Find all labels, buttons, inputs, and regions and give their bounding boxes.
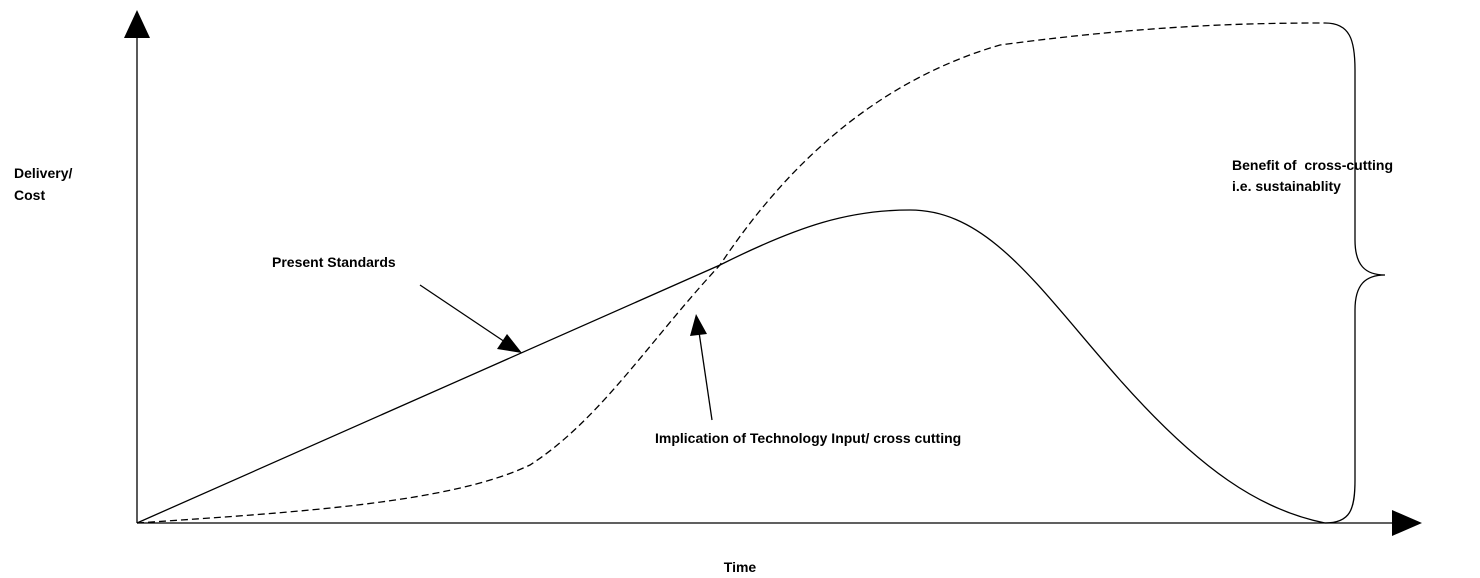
brace <box>1324 22 1386 524</box>
pointer-arrow <box>419 284 506 343</box>
technology-curve <box>136 22 1326 524</box>
x-axis-label: Time <box>724 559 757 575</box>
y-axis-label: Delivery/ <box>14 165 72 181</box>
pointer-arrowhead <box>497 334 522 353</box>
present-standards-curve <box>136 209 1326 524</box>
pointer-arrowhead <box>690 314 707 336</box>
brace-label: Benefit of cross-cutting <box>1232 157 1393 173</box>
pointer-arrow <box>698 331 713 421</box>
curve-label: Implication of Technology Input/ cross c… <box>655 430 961 446</box>
y-axis-arrow <box>124 10 150 38</box>
brace-label: i.e. sustainablity <box>1232 178 1341 194</box>
y-axis-label: Cost <box>14 187 45 203</box>
curve-label: Present Standards <box>272 254 396 270</box>
axes <box>124 10 1422 536</box>
x-axis-arrow <box>1392 510 1422 536</box>
